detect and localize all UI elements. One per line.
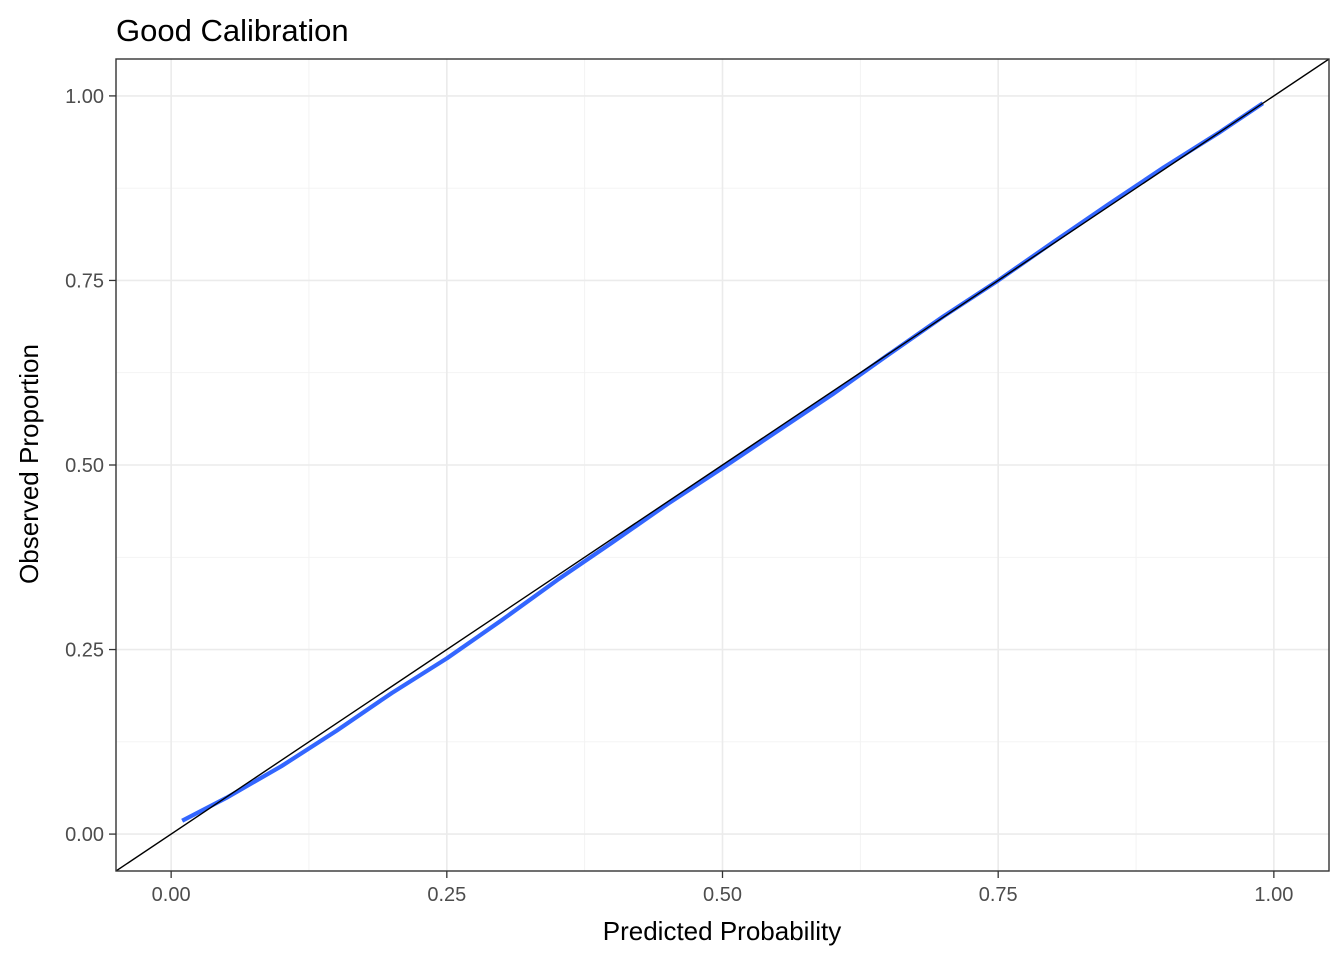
x-axis-label: Predicted Probability — [603, 916, 841, 946]
y-tick-label: 0.00 — [65, 824, 104, 846]
data-layer — [116, 59, 1329, 871]
y-tick-label: 0.50 — [65, 455, 104, 477]
x-tick-label: 0.75 — [979, 884, 1018, 906]
chart-title: Good Calibration — [116, 13, 349, 48]
y-tick-label: 0.75 — [65, 270, 104, 292]
plot-area: 0.00 0.25 0.50 0.75 1.00 0.00 0.25 0.50 0.75 1.00 — [65, 58, 1330, 906]
x-tick-label: 0.25 — [427, 884, 466, 906]
y-tick-label: 1.00 — [65, 86, 104, 108]
y-axis-label: Observed Proportion — [14, 344, 44, 584]
y-tick-label: 0.25 — [65, 640, 104, 662]
series-line-1 — [181, 101, 1265, 823]
x-tick-label: 0.00 — [152, 884, 191, 906]
reference-diagonal-line — [116, 59, 1329, 871]
x-tick-label: 1.00 — [1254, 884, 1293, 906]
x-tick-label: 0.50 — [703, 884, 742, 906]
